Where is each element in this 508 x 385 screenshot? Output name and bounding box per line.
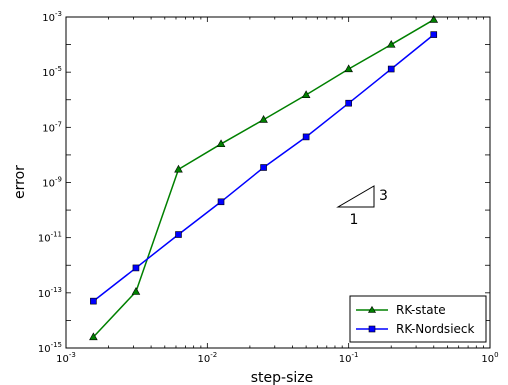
data-point [344,64,353,73]
data-point [259,115,268,123]
slope-triangle: 1 3 [336,185,388,228]
legend-label-rk-state: RK-state [396,303,446,317]
y-tick-label: 10-11 [38,231,62,245]
y-axis-title: error [12,165,28,199]
data-point [175,231,182,238]
legend-entry-rk-nordsieck: RK-Nordsieck [356,322,475,336]
legend-marker-rk-state [367,305,377,313]
y-tick-label: 10-7 [42,120,62,134]
data-point [131,287,141,295]
data-point [216,139,226,148]
legend-entry-rk-state: RK-state [356,303,446,317]
legend: RK-state RK-Nordsieck [349,295,487,343]
x-tick-label: 10-1 [339,351,359,365]
y-tick-label: 10-5 [42,65,62,79]
data-point [345,99,352,107]
series-rk-state [89,15,439,341]
y-tick-label: 10-13 [38,286,62,300]
labels-layer: 10-3 10-2 10-1 100 10-15 10-13 10-11 10-9 10-7 10… [38,10,499,365]
data-point [90,297,97,305]
series-line [92,19,435,338]
y-tick-label: 10-9 [42,176,62,190]
slope-run-label: 1 [350,212,359,228]
y-tick-label: 10-15 [38,341,62,355]
data-point [89,332,98,341]
legend-marker-rk-nordsieck [368,325,376,333]
data-point [174,164,183,173]
x-tick-label: 10-3 [56,351,76,365]
data-point [132,264,140,272]
plot-frame [65,16,491,349]
x-axis-title: step-size [251,370,313,385]
data-point [430,31,438,38]
slope-rise-label: 3 [379,188,388,204]
data-point [429,15,439,23]
data-point [386,39,396,48]
y-tick-label: 10-3 [42,10,62,24]
slope-triangle-shape [336,185,375,208]
data-point [301,90,311,98]
series-layer [89,15,439,341]
data-point [302,133,310,141]
data-point [260,164,267,171]
data-point [217,198,225,206]
series-rk-nordsieck [90,31,438,305]
legend-label-rk-nordsieck: RK-Nordsieck [396,322,475,336]
x-tick-label: 10-2 [197,351,217,365]
data-point [387,65,395,73]
legend-box [349,295,487,343]
x-tick-label: 100 [481,351,498,365]
